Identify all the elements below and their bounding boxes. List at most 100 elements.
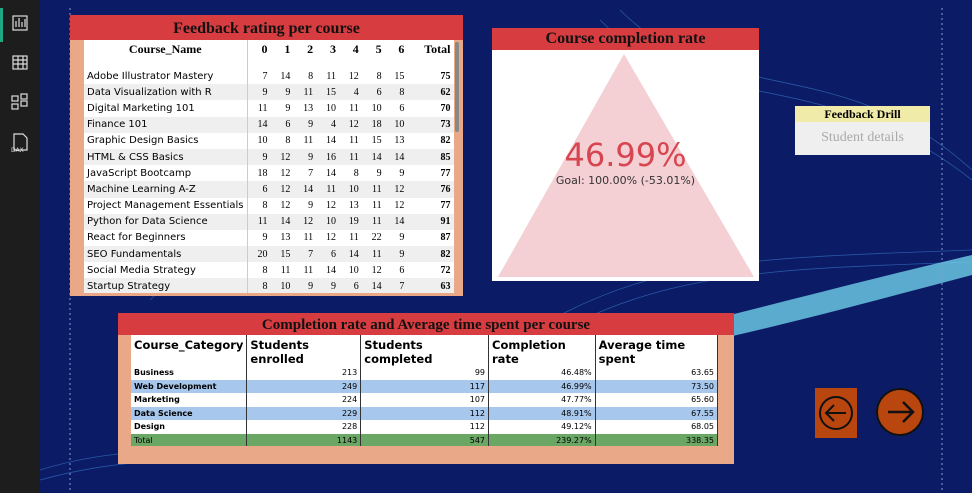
table-cell: 14 xyxy=(384,213,408,230)
table-cell: Startup Strategy xyxy=(84,278,248,293)
table-cell: 11 xyxy=(303,135,314,147)
table-cell: 15 xyxy=(316,84,339,101)
table-cell: 11 xyxy=(303,264,314,276)
table-cell: 12 xyxy=(394,200,405,212)
table-cell: 1143 xyxy=(246,433,362,446)
table-cell: Graphic Design Basics xyxy=(84,132,248,149)
table-cell: 20 xyxy=(247,246,271,263)
header-row: Course_Category Students enrolled Students… xyxy=(131,335,718,366)
table-cell: 10 xyxy=(384,116,408,133)
table-cell: Data Visualization with R xyxy=(84,84,248,101)
table-cell: 13 xyxy=(394,135,405,147)
table-row: React for Beginners 9 13 11 12 11 22 9 87 xyxy=(84,229,454,247)
table-cell: 6 xyxy=(361,84,385,101)
table-cell: 18 xyxy=(361,116,385,133)
table-cell: Finance 101 xyxy=(84,116,248,133)
table-cell: 10 xyxy=(316,213,339,230)
table-cell: 229 xyxy=(246,406,362,420)
table-row: Graphic Design Basics 10 8 11 14 11 15 13 82 xyxy=(84,132,454,149)
table-row: Data Science 229 112 48.91% 67.55 xyxy=(131,406,718,420)
column-header: Average time spent xyxy=(595,335,718,366)
table-cell: Digital Marketing 101 xyxy=(84,100,248,117)
table-cell: 6 xyxy=(399,264,405,276)
table-cell: 62 xyxy=(407,84,454,101)
table-cell: 9 xyxy=(247,148,271,166)
table-cell: 8 xyxy=(376,70,382,82)
table-cell: 76 xyxy=(407,181,454,198)
table-cell: 213 xyxy=(246,366,362,380)
table-row: JavaScript Bootcamp 18 12 7 14 8 9 9 77 xyxy=(84,165,454,182)
category-visual: Completion rate and Average time spent p… xyxy=(118,313,734,464)
table-cell: 72 xyxy=(440,264,451,276)
table-row: Design 228 112 49.12% 68.05 xyxy=(131,420,718,434)
table-cell: 338.35 xyxy=(595,433,718,446)
table-cell: 11 xyxy=(303,232,314,244)
table-row: Adobe Illustrator Mastery 7 14 8 11 12 8 15 75 xyxy=(84,68,454,85)
table-cell: 239.27% xyxy=(488,433,596,446)
table-cell: 14 xyxy=(338,246,362,263)
table-cell: 12 xyxy=(384,181,408,198)
table-cell: 11 xyxy=(257,102,268,114)
table-container: Course_Name 0 1 2 3 4 5 6 Total Adobe Illustrator… xyxy=(84,40,454,293)
table-cell: 11 xyxy=(361,181,385,198)
table-cell: 14 xyxy=(384,148,408,166)
table-cell: Adobe Illustrator Mastery xyxy=(84,68,248,85)
back-button[interactable] xyxy=(815,388,857,438)
table-row: Business 213 99 46.48% 63.65 xyxy=(131,366,718,380)
table-cell: Design xyxy=(131,420,248,434)
table-cell: 11 xyxy=(293,84,317,101)
table-cell: 9 xyxy=(376,167,382,179)
table-cell: Project Management Essentials xyxy=(84,197,248,214)
table-cell: 9 xyxy=(293,148,317,166)
table-row: Startup Strategy 8 10 9 9 6 14 7 63 xyxy=(84,278,454,293)
table-cell: 12 xyxy=(348,70,359,82)
column-header: Students completed xyxy=(360,335,490,366)
column-header: 4 xyxy=(352,42,359,56)
table-cell: 10 xyxy=(371,102,382,114)
drill-button[interactable]: Feedback Drill Student details xyxy=(795,106,930,155)
column-header: 0 xyxy=(261,42,268,56)
scrollbar[interactable] xyxy=(455,42,459,132)
table-cell: 6 xyxy=(338,278,362,293)
table-cell: React for Beginners xyxy=(84,229,248,247)
table-cell: 112 xyxy=(360,420,490,434)
table-cell: 13 xyxy=(348,200,359,212)
table-cell: 14 xyxy=(293,181,317,198)
visual-title: Feedback rating per course xyxy=(70,15,463,40)
column-header: Completion rate xyxy=(488,335,596,366)
column-header: 1 xyxy=(284,42,291,56)
table-cell: 13 xyxy=(280,232,291,244)
table-cell: 12 xyxy=(280,167,291,179)
table-cell: 14 xyxy=(361,148,385,166)
table-cell: 49.12% xyxy=(488,420,596,434)
table-cell: 18 xyxy=(257,167,268,179)
table-cell: 12 xyxy=(293,213,317,230)
kpi-goal: Goal: 100.00% (-53.01%) xyxy=(555,174,696,187)
next-button[interactable] xyxy=(876,388,924,436)
table-cell: 8 xyxy=(247,278,271,293)
table-cell: 14 xyxy=(247,116,271,133)
table-cell: 10 xyxy=(338,181,362,198)
total-row: Total 1143 547 239.27% 338.35 xyxy=(131,433,718,446)
column-header: 5 xyxy=(375,42,382,56)
table-cell: 82 xyxy=(440,135,451,147)
table-cell: 11 xyxy=(280,264,291,276)
table-cell: 9 xyxy=(270,84,294,101)
table-cell: 70 xyxy=(440,102,451,114)
table-cell: 91 xyxy=(407,213,454,230)
table-cell: 15 xyxy=(371,135,382,147)
table-row: SEO Fundamentals 20 15 7 6 14 11 9 82 xyxy=(84,246,454,263)
table-cell: 16 xyxy=(316,148,339,166)
table-cell: 9 xyxy=(293,116,317,133)
table-cell: 6 xyxy=(399,102,405,114)
table-cell: JavaScript Bootcamp xyxy=(84,165,248,182)
table-cell: 63.65 xyxy=(595,366,718,380)
table-cell: 112 xyxy=(360,406,490,420)
table-cell: 99 xyxy=(360,366,490,380)
table-cell: 547 xyxy=(360,433,490,446)
table-cell: 10 xyxy=(325,102,336,114)
table-cell: 77 xyxy=(440,167,451,179)
table-cell: 8 xyxy=(285,135,291,147)
category-table: Course_Category Students enrolled Students… xyxy=(131,335,718,446)
table-cell: 68.05 xyxy=(595,420,718,434)
